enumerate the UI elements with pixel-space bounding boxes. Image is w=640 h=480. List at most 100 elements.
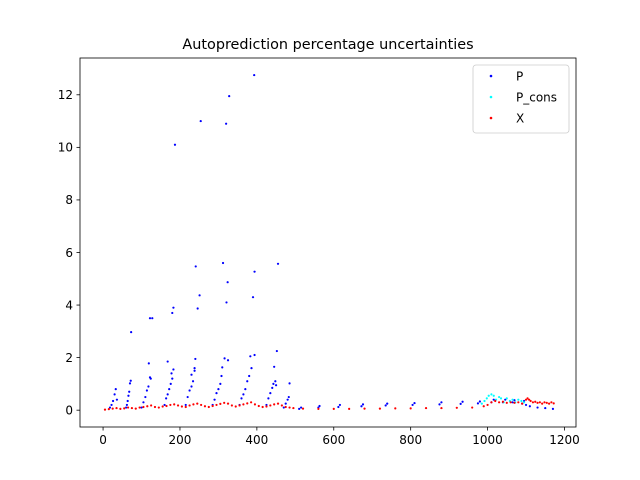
data-point <box>513 399 516 402</box>
legend-label: P_cons <box>516 91 557 105</box>
data-point <box>103 408 107 411</box>
y-tick-label: 4 <box>65 298 73 312</box>
legend-marker <box>489 74 493 78</box>
data-point <box>165 404 168 408</box>
data-point <box>511 401 514 404</box>
data-point <box>378 407 382 410</box>
data-point <box>511 398 514 401</box>
data-point <box>111 399 115 403</box>
data-point <box>541 402 544 405</box>
data-point <box>150 404 153 407</box>
data-point <box>363 407 366 410</box>
y-tick-label: 2 <box>65 351 73 365</box>
data-point <box>161 405 164 408</box>
data-point <box>265 403 268 407</box>
data-point <box>165 397 168 400</box>
data-point <box>251 296 255 299</box>
data-point <box>225 301 228 304</box>
data-point <box>274 380 277 383</box>
data-point <box>301 407 305 410</box>
data-point <box>529 399 532 403</box>
data-point <box>317 407 320 410</box>
legend-label: P <box>516 70 523 84</box>
data-point <box>242 403 245 406</box>
data-point <box>211 404 214 408</box>
data-point <box>280 404 283 407</box>
data-point <box>253 403 257 406</box>
series-X <box>103 397 555 411</box>
data-point <box>142 405 145 409</box>
data-point <box>168 388 171 391</box>
data-point <box>337 405 340 409</box>
data-point <box>498 395 501 399</box>
plot-frame <box>79 57 577 428</box>
legend: P P_cons X <box>472 64 570 134</box>
data-point <box>191 380 195 383</box>
data-point <box>198 294 201 297</box>
data-point <box>113 393 116 396</box>
data-point <box>186 395 189 399</box>
data-point <box>253 73 256 77</box>
data-point <box>140 406 143 409</box>
data-point <box>501 400 505 403</box>
data-point <box>147 362 150 365</box>
data-point <box>134 407 137 410</box>
data-point <box>499 397 503 400</box>
data-point <box>207 405 210 409</box>
data-point <box>276 402 280 405</box>
x-tick-label: 1000 <box>472 433 503 447</box>
data-point <box>269 392 272 395</box>
data-point <box>526 397 529 400</box>
data-point <box>276 262 280 265</box>
data-point <box>274 384 278 387</box>
data-point <box>238 404 241 407</box>
data-point <box>184 405 187 409</box>
data-point <box>115 406 118 410</box>
legend-marker <box>489 95 493 99</box>
data-point <box>115 398 119 401</box>
data-point <box>190 385 193 388</box>
data-point <box>225 122 228 125</box>
data-point <box>527 398 531 401</box>
data-point <box>123 407 126 410</box>
data-point <box>299 406 303 409</box>
data-point <box>173 143 177 146</box>
data-point <box>248 374 251 378</box>
data-point <box>504 398 507 401</box>
data-point <box>528 405 531 408</box>
data-point <box>261 405 264 409</box>
data-point <box>145 389 148 392</box>
data-point <box>490 393 493 396</box>
data-point <box>522 401 526 404</box>
data-point <box>288 406 291 409</box>
data-point <box>172 306 175 309</box>
data-point <box>547 402 551 405</box>
data-point <box>230 404 233 407</box>
data-point <box>492 398 495 401</box>
data-point <box>520 399 523 403</box>
data-point <box>246 380 249 383</box>
data-point <box>267 397 270 400</box>
x-tick-label: 0 <box>99 433 107 447</box>
x-tick-label: 200 <box>169 433 192 447</box>
data-point <box>142 401 145 404</box>
data-point <box>234 405 237 408</box>
data-point <box>538 401 541 404</box>
data-point <box>485 397 488 400</box>
data-point <box>272 382 275 385</box>
x-tick-label: 800 <box>399 433 422 447</box>
data-point <box>223 401 226 404</box>
data-point <box>215 403 218 407</box>
data-point <box>110 403 113 407</box>
data-point <box>517 398 520 401</box>
data-point <box>494 399 497 403</box>
legend-box <box>472 64 570 134</box>
data-point <box>332 407 335 410</box>
data-point <box>531 401 535 404</box>
data-point <box>338 403 342 407</box>
data-point <box>288 382 291 385</box>
data-point <box>461 400 464 403</box>
data-point <box>108 406 112 409</box>
data-point <box>184 403 187 407</box>
data-point <box>513 401 516 404</box>
